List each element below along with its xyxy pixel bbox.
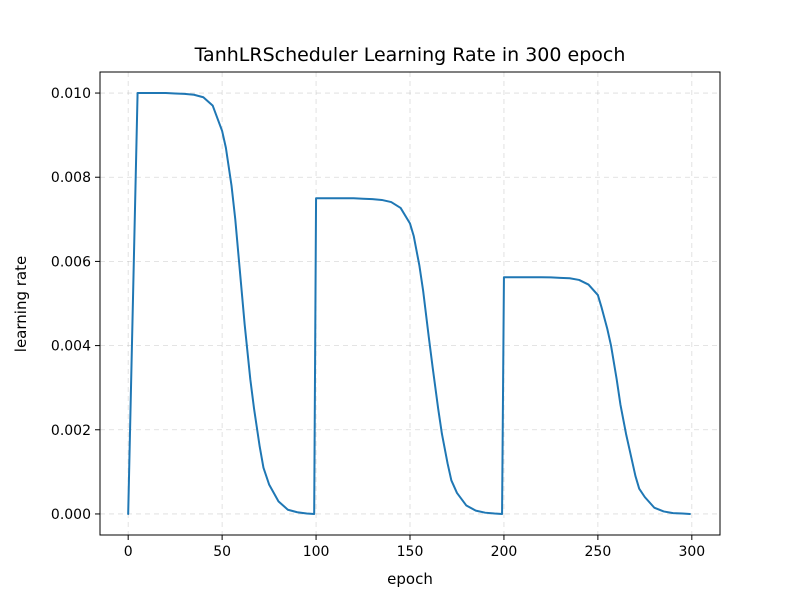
y-axis-label: learning rate	[12, 256, 30, 352]
x-tick-label: 200	[491, 544, 518, 560]
x-tick-label: 250	[585, 544, 612, 560]
grid-lines	[100, 72, 720, 535]
x-tick-label: 300	[678, 544, 705, 560]
x-tick-label: 100	[303, 544, 330, 560]
y-tick-label: 0.000	[51, 507, 91, 523]
axis-ticks: 0 50 100 150 200 250 300 0.000 0.002 0.004 0.006 0.…	[51, 86, 705, 560]
y-tick-label: 0.004	[51, 339, 91, 355]
y-tick-label: 0.002	[51, 423, 91, 439]
y-tick-label: 0.010	[51, 86, 91, 102]
series-layer	[127, 92, 691, 515]
chart-title: TanhLRScheduler Learning Rate in 300 epo…	[194, 44, 626, 66]
x-tick-label: 0	[124, 544, 133, 560]
x-tick-label: 50	[213, 544, 231, 560]
x-tick-label: 150	[397, 544, 424, 560]
y-tick-label: 0.006	[51, 254, 91, 270]
y-tick-label: 0.008	[51, 170, 91, 186]
x-axis-label: epoch	[387, 570, 433, 588]
series-line	[127, 92, 691, 515]
